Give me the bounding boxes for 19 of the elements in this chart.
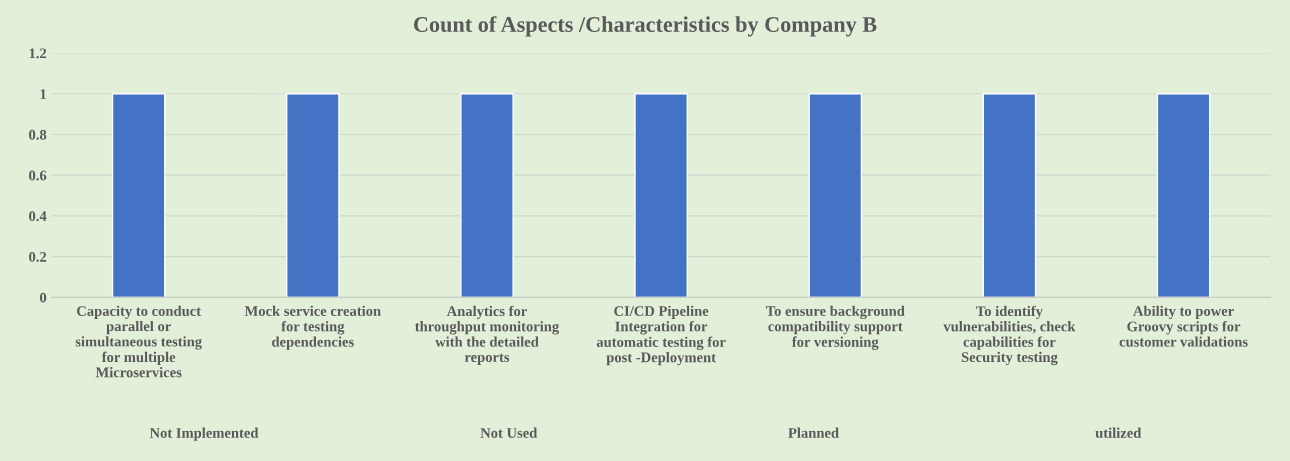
y-tick-label: 0.6 (29, 170, 47, 181)
x-tick-label: Capacity to conduct parallel or simultaneous testing for multiple Microservices (75, 305, 202, 378)
y-tick-label: 1.2 (29, 48, 47, 59)
y-tick-label: 1 (40, 89, 46, 99)
x-tick-label: To ensure background compatibility support for versioning (765, 305, 905, 350)
x-tick-label: To identify vulnerabilities, check capabilities for Security testing (943, 305, 1076, 366)
y-tick-label: 0 (40, 292, 47, 303)
y-tick-label: 0.2 (29, 251, 47, 262)
text: Not Used (480, 427, 538, 438)
text: Planned (788, 427, 839, 438)
x-tick-label: Analytics for throughput monitoring with the detailed reports (415, 305, 560, 365)
x-tick-label: Ability to power Groovy scripts for customer validations (1119, 305, 1248, 347)
y-tick-label: 0.4 (29, 211, 47, 222)
x-tick-label: Mock service creation for testing dependencies (244, 305, 381, 350)
text: Not Implemented (149, 427, 259, 441)
x-tick-label: CI/CD Pipeline Integration for automatic testing for post -Deployment (596, 305, 726, 366)
text: utilized (1095, 427, 1142, 438)
chart-title: Count of Aspects /Characteristics by Company B (413, 16, 877, 37)
y-tick-label: 0.8 (29, 129, 47, 140)
